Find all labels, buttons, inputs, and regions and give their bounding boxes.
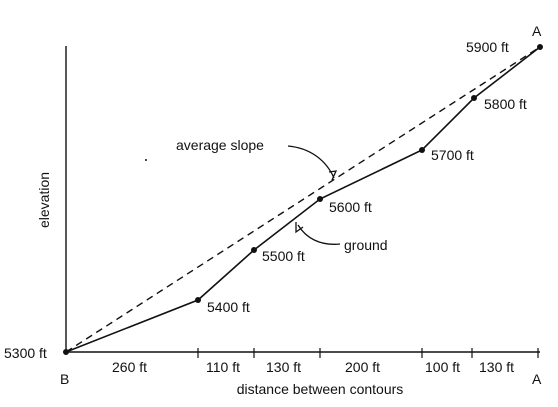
- average-slope-line: [65, 46, 541, 353]
- endpoint-a-bottom: A: [532, 371, 542, 387]
- distance-label-4: 200 ft: [345, 359, 380, 375]
- ground-annotation: ground: [344, 237, 388, 253]
- ground-leader: [297, 224, 341, 245]
- point-5900: [537, 44, 543, 50]
- distance-label-3: 130 ft: [266, 359, 301, 375]
- elevation-label-5900: 5900 ft: [466, 39, 509, 55]
- elevation-label-5700: 5700 ft: [431, 147, 474, 163]
- y-axis-label: elevation: [36, 172, 52, 228]
- stray-mark: [145, 159, 147, 161]
- elevation-label-5600: 5600 ft: [329, 199, 372, 215]
- distance-label-1: 260 ft: [112, 359, 147, 375]
- distance-label-2: 110 ft: [206, 359, 240, 375]
- point-5700: [419, 147, 425, 153]
- endpoint-a-top: A: [532, 23, 542, 39]
- x-axis-label: distance between contours: [237, 381, 404, 397]
- average-slope-arrowhead: [328, 170, 338, 181]
- point-5800: [471, 95, 477, 101]
- elevation-label-5800: 5800 ft: [484, 96, 527, 112]
- elevation-label-5500: 5500 ft: [262, 248, 305, 264]
- endpoint-b: B: [60, 371, 69, 387]
- point-5500: [251, 247, 257, 253]
- point-5400: [195, 297, 201, 303]
- average-slope-annotation: average slope: [176, 137, 264, 153]
- distance-label-6: 130 ft: [479, 359, 514, 375]
- elevation-label-5300: 5300 ft: [4, 345, 47, 361]
- elevation-label-5400: 5400 ft: [207, 299, 250, 315]
- ground-arrowhead: [295, 222, 304, 234]
- average-slope-leader: [287, 145, 335, 179]
- point-5300: [63, 349, 69, 355]
- distance-label-5: 100 ft: [425, 359, 460, 375]
- point-5600: [317, 196, 323, 202]
